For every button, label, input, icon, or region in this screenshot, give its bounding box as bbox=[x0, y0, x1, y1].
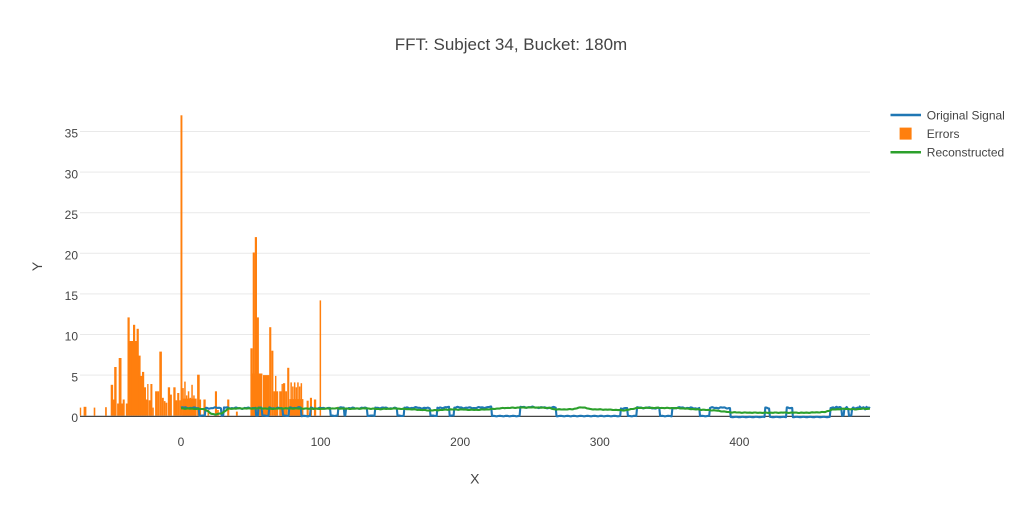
svg-text:20: 20 bbox=[65, 249, 79, 263]
svg-text:FFT: Subject 34, Bucket: 180m: FFT: Subject 34, Bucket: 180m bbox=[395, 35, 627, 54]
svg-text:10: 10 bbox=[65, 330, 79, 344]
svg-text:300: 300 bbox=[590, 435, 610, 449]
svg-text:35: 35 bbox=[65, 127, 79, 141]
svg-text:0: 0 bbox=[178, 435, 185, 449]
svg-text:X: X bbox=[470, 470, 480, 486]
svg-text:Original Signal: Original Signal bbox=[927, 108, 1005, 122]
svg-text:Y: Y bbox=[29, 261, 45, 271]
svg-text:Reconstructed: Reconstructed bbox=[927, 146, 1004, 160]
svg-text:Errors: Errors bbox=[927, 127, 960, 141]
svg-text:25: 25 bbox=[65, 208, 79, 222]
svg-text:15: 15 bbox=[65, 289, 79, 303]
svg-text:200: 200 bbox=[450, 435, 470, 449]
svg-text:5: 5 bbox=[71, 370, 78, 384]
svg-text:0: 0 bbox=[71, 411, 78, 425]
svg-text:30: 30 bbox=[65, 167, 79, 181]
svg-text:400: 400 bbox=[729, 435, 749, 449]
svg-text:100: 100 bbox=[311, 435, 331, 449]
